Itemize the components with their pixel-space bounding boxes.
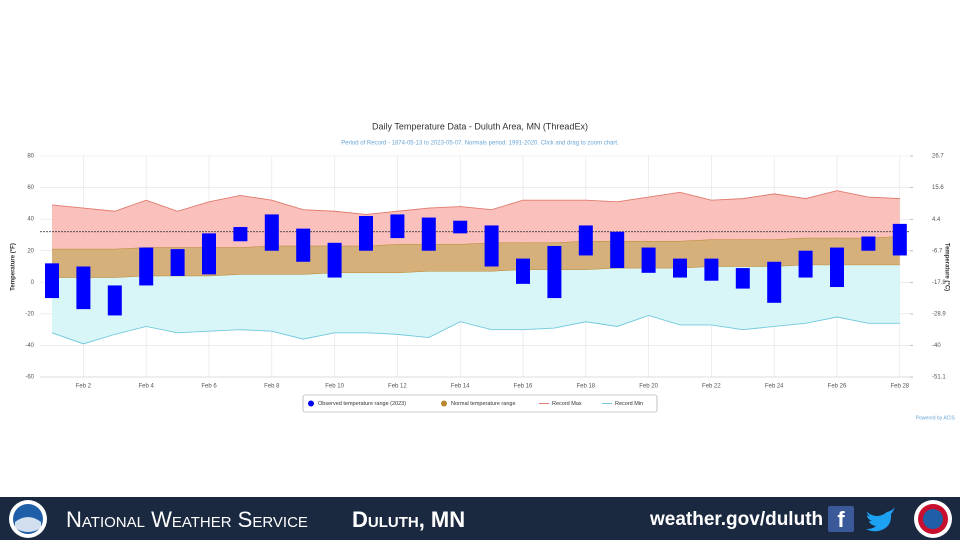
legend-box (302, 394, 658, 413)
observed-bar (892, 223, 907, 256)
observed-bar (735, 268, 750, 289)
x-tick-label: Feb 10 (325, 384, 344, 390)
legend-symbol (441, 400, 447, 407)
x-tick-label: Feb 28 (890, 384, 909, 390)
observed-bar (296, 228, 311, 262)
observed-bar (359, 215, 373, 251)
observed-bar (516, 258, 530, 284)
observed-bar (767, 261, 782, 303)
record-max-area (52, 190, 900, 250)
observed-bar (704, 258, 719, 281)
twitter-icon[interactable] (866, 507, 895, 532)
footer-office: Duluth, MN (352, 507, 465, 532)
facebook-glyph: f (837, 507, 845, 532)
observed-bar (578, 225, 593, 256)
observed-bar (484, 225, 499, 267)
footer-url: weather.gov/duluth (649, 509, 823, 530)
x-tick-label: Feb 12 (388, 384, 407, 390)
observed-bar (641, 247, 656, 273)
observed-bar (170, 249, 185, 276)
footer-band (0, 497, 960, 540)
y2-axis-label: Temperature (°C) (943, 243, 949, 291)
y2-tick-label: -51.1 (932, 375, 946, 381)
observed-bar (139, 247, 154, 286)
x-tick-label: Feb 26 (828, 384, 847, 390)
y-tick-label: 20 (27, 248, 34, 254)
observed-bar (327, 242, 342, 278)
y-axis-label: Temperature (°F) (11, 243, 17, 291)
x-tick-label: Feb 8 (264, 384, 280, 390)
x-tick-label: Feb 24 (765, 384, 784, 390)
observed-bar (610, 231, 625, 269)
x-tick-label: Feb 14 (451, 384, 470, 390)
x-tick-label: Feb 16 (514, 384, 533, 390)
nws-logo-inner (923, 509, 943, 529)
y2-tick-label: 4.4 (932, 217, 941, 223)
credit: Powered by ACIS (916, 415, 956, 421)
y2-tick-label: -17.8 (932, 280, 946, 286)
record-max-line (51, 190, 900, 215)
y-tick-label: -60 (25, 375, 34, 381)
x-tick-label: Feb 22 (702, 384, 721, 390)
legend: Observed temperature range (2023) Normal … (308, 400, 643, 407)
x-tick-label: Feb 2 (76, 384, 92, 390)
observed-bar (76, 266, 91, 310)
noaa-logo-bird (15, 517, 41, 532)
normal-low-line (52, 264, 900, 278)
y2-tick-label: -40 (932, 343, 941, 349)
observed-bar (830, 247, 844, 288)
y2-tick-label: 15.6 (932, 185, 944, 191)
observed-bar (45, 263, 59, 299)
y-tick-label: -20 (25, 311, 34, 317)
chart-title: Daily Temperature Data - Duluth Area, MN… (372, 121, 588, 131)
observed-bar (421, 217, 436, 251)
normal-range-area (52, 236, 900, 278)
y-tick-label: 40 (27, 217, 34, 223)
legend-label: Observed temperature range (2023) (318, 401, 406, 407)
record-min-area (52, 264, 900, 344)
observed-bar (390, 214, 405, 239)
normal-high-line (52, 236, 900, 250)
x-tick-label: Feb 4 (139, 384, 155, 390)
legend-symbol (308, 400, 314, 407)
legend-label: Normal temperature range (451, 401, 516, 407)
legend-label: Record Max (552, 401, 582, 407)
observed-bar (861, 236, 876, 251)
observed-bar (798, 250, 813, 278)
chart-subtitle: Period of Record - 1874-05-13 to 2023-05… (341, 141, 619, 147)
observed-bar (264, 214, 279, 251)
record-min-line (51, 314, 900, 345)
y2-tick-label: -6.7 (932, 248, 943, 254)
y-tick-label: 60 (27, 185, 34, 191)
y-tick-label: 80 (27, 154, 34, 160)
y2-tick-label: 26.7 (932, 154, 944, 160)
legend-label: Record Min (615, 401, 643, 407)
observed-bar (233, 227, 248, 242)
observed-bar (673, 258, 687, 278)
footer-agency: National Weather Service (66, 507, 308, 532)
x-tick-label: Feb 18 (576, 384, 595, 390)
y-tick-label: -40 (25, 343, 34, 349)
observed-bar (107, 285, 122, 316)
observed-bar (453, 220, 468, 234)
observed-bar (202, 233, 216, 275)
x-tick-label: Feb 20 (639, 384, 658, 390)
y-tick-label: 0 (31, 280, 35, 286)
facebook-icon[interactable] (828, 506, 854, 532)
plot: -60 -40 -20 0 20 40 60 80 -51.1 -40 -28.9 -17.8 -6.7… (25, 154, 946, 390)
observed-bar (547, 245, 562, 299)
x-tick-label: Feb 6 (201, 384, 217, 390)
y2-tick-label: -28.9 (932, 312, 946, 318)
